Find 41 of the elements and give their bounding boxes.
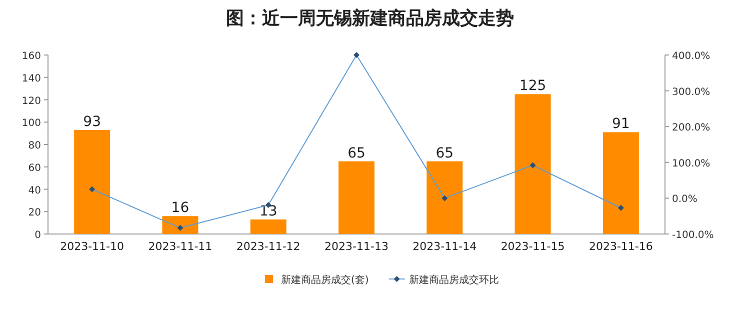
x-tick-label: 2023-11-15 <box>500 240 565 253</box>
y2-tick-label: 100.0% <box>672 158 710 170</box>
bar <box>250 219 286 234</box>
y-tick-label: 20 <box>28 208 41 219</box>
y-tick-label: 60 <box>28 162 41 174</box>
data-label: 13 <box>259 203 278 220</box>
x-tick-label: 2023-11-13 <box>324 240 388 253</box>
y-tick-label: 40 <box>28 185 41 196</box>
data-label: 93 <box>83 114 101 130</box>
x-tick-label: 2023-11-11 <box>148 240 212 253</box>
bar <box>602 132 639 234</box>
bar <box>162 216 198 234</box>
y2-tick-label: 400.0% <box>672 51 710 62</box>
y-tick-label: 160 <box>22 51 41 62</box>
y-tick-label: 0 <box>34 230 41 241</box>
bar <box>426 161 463 234</box>
x-tick-label: 2023-11-16 <box>588 240 653 253</box>
y-tick-label: 120 <box>22 96 41 107</box>
y2-tick-label: 200.0% <box>672 122 710 134</box>
data-label: 125 <box>519 78 546 94</box>
data-label: 91 <box>612 116 630 132</box>
y-tick-label: 100 <box>22 118 41 130</box>
data-label: 65 <box>436 145 454 162</box>
bar <box>338 161 374 234</box>
legend-新建商品房成交(套): 新建商品房成交(套) <box>265 275 369 286</box>
y2-tick-label: -100.0% <box>672 230 714 241</box>
y-tick-label: 140 <box>22 73 41 84</box>
chart-title: 图：近一周无锡新建商品房成交走势 <box>226 8 514 29</box>
y2-tick-label: 300.0% <box>672 86 710 98</box>
bar <box>74 130 110 234</box>
data-label: 65 <box>348 145 366 162</box>
y-tick-label: 80 <box>28 140 41 152</box>
legend-新建商品房成交环比: 新建商品房成交环比 <box>388 275 499 286</box>
x-tick-label: 2023-11-14 <box>412 240 477 253</box>
data-label: 16 <box>171 200 190 216</box>
bar <box>514 94 551 234</box>
y2-tick-label: 0.0% <box>672 194 698 206</box>
legend-label: 新建商品房成交(套) <box>281 274 369 286</box>
x-tick-label: 2023-11-12 <box>236 240 300 253</box>
x-tick-label: 2023-11-10 <box>60 240 124 253</box>
legend-label: 新建商品房成交环比 <box>408 274 499 286</box>
